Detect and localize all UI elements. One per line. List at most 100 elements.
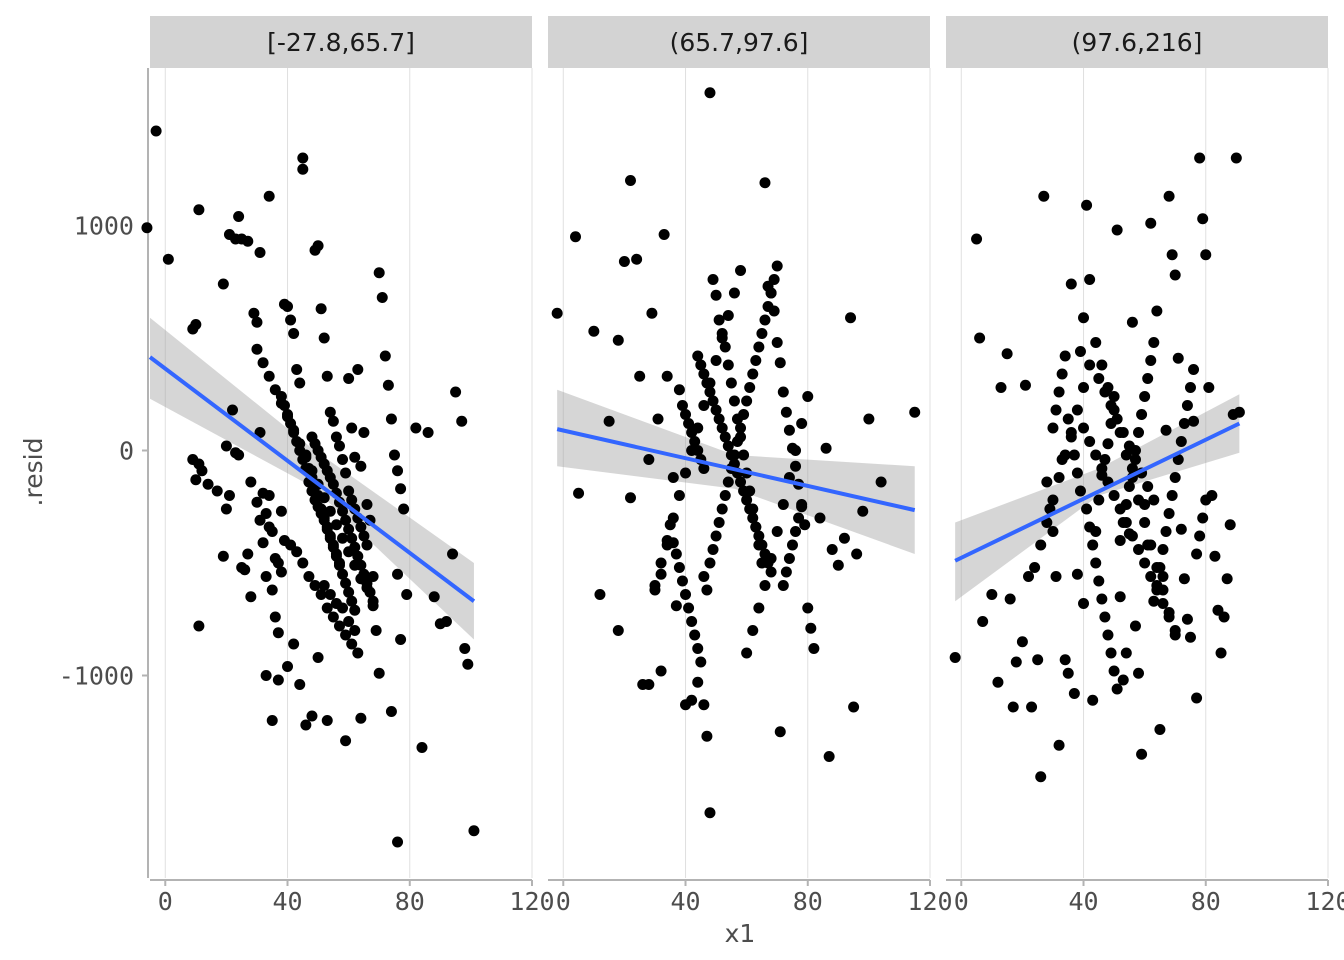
data-point (1078, 422, 1090, 434)
data-point (603, 415, 615, 427)
data-point (1120, 647, 1132, 659)
data-point (349, 451, 361, 463)
data-point (349, 625, 361, 636)
data-point (288, 328, 300, 339)
data-point (398, 503, 410, 515)
data-point (318, 514, 330, 526)
data-point (1221, 573, 1233, 585)
data-point (1139, 557, 1151, 569)
data-point (1111, 413, 1123, 425)
data-point (783, 553, 795, 564)
facet-strip (150, 16, 532, 68)
data-point (343, 616, 355, 627)
data-point (673, 384, 685, 396)
data-point (1084, 274, 1096, 285)
data-point (401, 589, 413, 600)
data-point (744, 382, 756, 393)
data-point (1120, 517, 1132, 528)
data-point (297, 557, 309, 569)
data-point (704, 377, 716, 389)
data-point (768, 274, 780, 285)
data-point (1133, 667, 1145, 679)
data-point (1120, 449, 1132, 461)
data-point (1096, 463, 1108, 474)
data-point (756, 328, 768, 339)
data-point (777, 580, 789, 591)
data-point (710, 530, 722, 542)
data-point (266, 584, 278, 596)
data-point (771, 260, 783, 272)
data-point (750, 355, 762, 366)
data-point (1090, 557, 1102, 569)
data-point (361, 499, 373, 510)
data-point (327, 611, 339, 623)
data-point (1093, 373, 1105, 384)
data-point (1078, 382, 1090, 393)
data-point (1096, 359, 1108, 371)
data-point (676, 400, 688, 411)
data-point (1157, 544, 1169, 555)
data-point (744, 503, 756, 515)
data-point (291, 364, 303, 375)
data-point (747, 368, 759, 380)
data-point (459, 643, 471, 654)
data-point (1136, 409, 1148, 420)
data-point (269, 384, 281, 396)
data-point (1215, 647, 1227, 659)
data-point (1114, 503, 1126, 515)
data-point (1169, 625, 1181, 636)
data-point (686, 616, 698, 627)
data-point (330, 550, 342, 562)
data-point (385, 706, 397, 717)
data-point (340, 577, 352, 589)
y-axis: -1000 0 1000 (59, 68, 149, 878)
data-point (1102, 438, 1114, 450)
data-point (327, 478, 339, 490)
data-point (667, 512, 679, 524)
data-point (1102, 629, 1114, 641)
data-point (949, 652, 961, 663)
data-point (1062, 413, 1074, 425)
data-point (190, 319, 202, 330)
data-point (612, 334, 624, 346)
data-point (220, 503, 232, 515)
x-tick-label: 120 (907, 887, 952, 916)
data-point (1160, 424, 1172, 436)
data-point (741, 395, 753, 407)
data-point (655, 568, 667, 580)
data-point (263, 370, 275, 382)
data-point (1065, 427, 1077, 438)
data-point (722, 440, 734, 452)
data-point (735, 422, 747, 434)
data-point (1151, 305, 1163, 317)
data-point (716, 422, 728, 434)
data-point (333, 440, 345, 452)
data-point (382, 379, 394, 391)
data-point (315, 589, 327, 600)
data-point (728, 395, 740, 407)
data-point (738, 485, 750, 497)
data-point (756, 539, 768, 551)
data-point (266, 715, 278, 726)
data-point (683, 418, 695, 429)
data-point (774, 726, 786, 738)
data-point (780, 566, 792, 578)
data-point (1172, 352, 1184, 364)
data-point (992, 676, 1004, 688)
data-point (1145, 539, 1157, 551)
data-point (713, 314, 725, 326)
data-point (735, 265, 747, 276)
data-point (655, 665, 667, 677)
data-point (689, 436, 701, 447)
data-point (1007, 701, 1019, 713)
data-point (337, 454, 349, 465)
data-point (1090, 337, 1102, 348)
data-point (220, 440, 232, 452)
data-point (395, 634, 407, 645)
data-point (551, 307, 563, 319)
data-point (1160, 526, 1172, 537)
data-point (1047, 494, 1059, 506)
data-point (1163, 611, 1175, 623)
data-point (1108, 490, 1120, 501)
data-point (337, 568, 349, 580)
